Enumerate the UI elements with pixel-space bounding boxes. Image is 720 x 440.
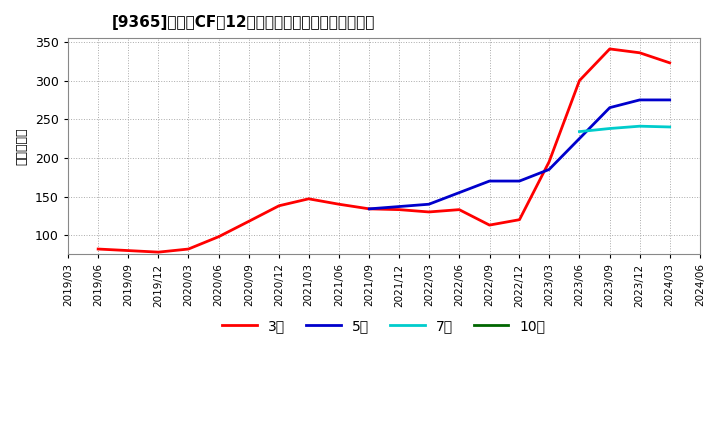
- Y-axis label: （百万円）: （百万円）: [15, 128, 28, 165]
- Text: [9365]　営業CFの12か月移動合計の標準偏差の推移: [9365] 営業CFの12か月移動合計の標準偏差の推移: [112, 15, 375, 30]
- Legend: 3年, 5年, 7年, 10年: 3年, 5年, 7年, 10年: [217, 313, 551, 338]
